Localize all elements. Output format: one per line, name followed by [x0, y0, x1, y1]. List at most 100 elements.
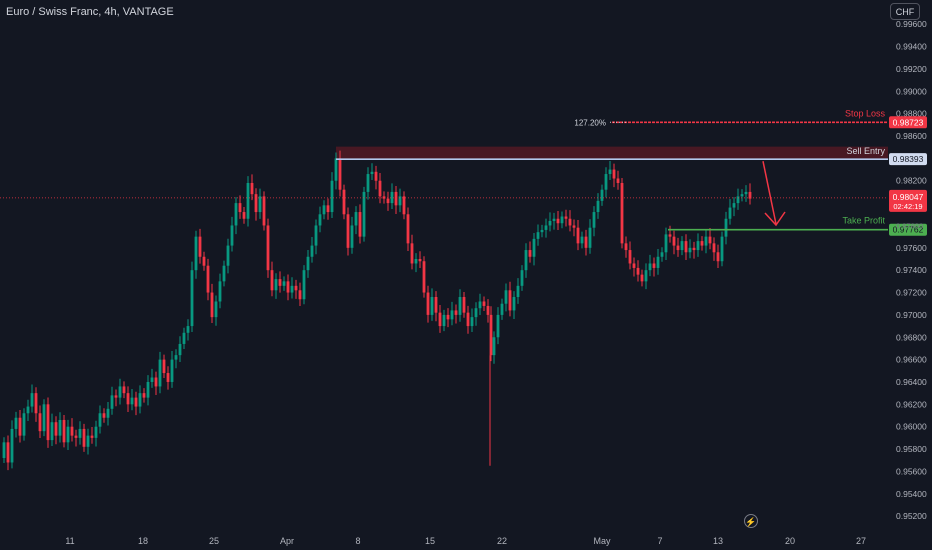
candle-body [426, 292, 430, 315]
x-tick-label-10: 20 [785, 536, 795, 546]
candle-body [374, 171, 378, 181]
x-tick-label-3: Apr [280, 536, 294, 546]
candle-body [242, 212, 246, 219]
candle-body [478, 301, 482, 309]
candle-body [190, 270, 194, 327]
projection-arrow-head [764, 211, 786, 227]
candle-body [712, 243, 716, 253]
candle-body [46, 404, 50, 441]
y-tick-label-16: 0.96000 [896, 422, 927, 432]
lightning-bolt-icon[interactable]: ⚡ [744, 514, 758, 528]
candle-body [512, 297, 516, 311]
candle-body [146, 381, 150, 398]
candle-body [508, 290, 512, 311]
candle-body [166, 373, 170, 382]
candle-body [370, 171, 374, 175]
y-tick-label-2: 0.99200 [896, 64, 927, 74]
y-tick-label-8: 0.97600 [896, 243, 927, 253]
candle-body [500, 303, 504, 315]
candle-body [482, 301, 486, 306]
candle-body [544, 225, 548, 230]
candle-body [728, 207, 732, 219]
candle-body [222, 265, 226, 282]
sell-entry-label: Sell Entry [846, 146, 885, 156]
candle-body [696, 241, 700, 251]
candle-body [454, 310, 458, 315]
y-tick-label-15: 0.96200 [896, 399, 927, 409]
candle-body [102, 413, 106, 418]
candle-body [94, 426, 98, 438]
y-tick-label-12: 0.96800 [896, 332, 927, 342]
take-profit-price-tag-bg [889, 223, 927, 236]
candle-body [90, 435, 94, 438]
candle-body [604, 174, 608, 190]
candle-body [724, 218, 728, 237]
candle-body [386, 198, 390, 204]
candle-body [174, 355, 178, 360]
candle-body [580, 236, 584, 244]
candle-body [600, 189, 604, 201]
candle-body [62, 419, 66, 443]
currency-button[interactable]: CHF [890, 3, 920, 20]
x-tick-label-9: 13 [713, 536, 723, 546]
candle-body [306, 256, 310, 271]
candle-body [664, 234, 668, 253]
candle-body [114, 395, 118, 398]
candle-body [230, 225, 234, 246]
candle-body [486, 305, 490, 315]
candle-body [648, 263, 652, 271]
candle-body [126, 393, 130, 405]
candle-body [572, 225, 576, 228]
candle-body [258, 196, 262, 213]
candle-body [86, 435, 90, 447]
current-price-value: 0.98047 [893, 192, 924, 202]
candle-body [42, 404, 46, 432]
candle-body [688, 247, 692, 253]
candle-body [38, 413, 42, 432]
candle-body [358, 212, 362, 237]
x-tick-label-6: 22 [497, 536, 507, 546]
candle-body [450, 310, 454, 320]
candle-body [418, 258, 422, 262]
candle-body [314, 225, 318, 246]
candle-body [234, 203, 238, 226]
candle-body [548, 220, 552, 226]
take-profit-label: Take Profit [842, 216, 885, 226]
candle-body [592, 212, 596, 228]
candle-body [282, 281, 286, 286]
candle-body [118, 386, 122, 398]
candle-body [596, 200, 600, 213]
candle-body [684, 241, 688, 253]
candle-body [354, 212, 358, 226]
y-tick-label-14: 0.96400 [896, 377, 927, 387]
candle-body [732, 203, 736, 208]
candle-body [66, 426, 70, 443]
candle-body [390, 191, 394, 204]
candle-body [672, 236, 676, 246]
candle-body [338, 158, 342, 190]
y-tick-label-0: 0.99600 [896, 19, 927, 29]
fib-extension-label: 127.20% [574, 118, 606, 127]
x-tick-label-5: 15 [425, 536, 435, 546]
candle-body [410, 243, 414, 264]
candle-body [14, 417, 18, 429]
candle-body [330, 180, 334, 213]
candle-body [226, 245, 230, 266]
candle-body [560, 216, 564, 224]
y-tick-label-11: 0.97000 [896, 310, 927, 320]
candle-body [178, 343, 182, 356]
candle-body [470, 317, 474, 327]
candle-body [70, 426, 74, 436]
candle-body [290, 285, 294, 293]
candle-body [262, 196, 266, 226]
candle-body [322, 205, 326, 215]
candle-body [716, 252, 720, 262]
candle-body [106, 408, 110, 418]
y-tick-label-6: 0.98200 [896, 176, 927, 186]
candle-body [150, 377, 154, 382]
candle-body [442, 314, 446, 327]
candle-body [302, 270, 306, 300]
candle-body [138, 393, 142, 407]
candle-body [446, 314, 450, 320]
